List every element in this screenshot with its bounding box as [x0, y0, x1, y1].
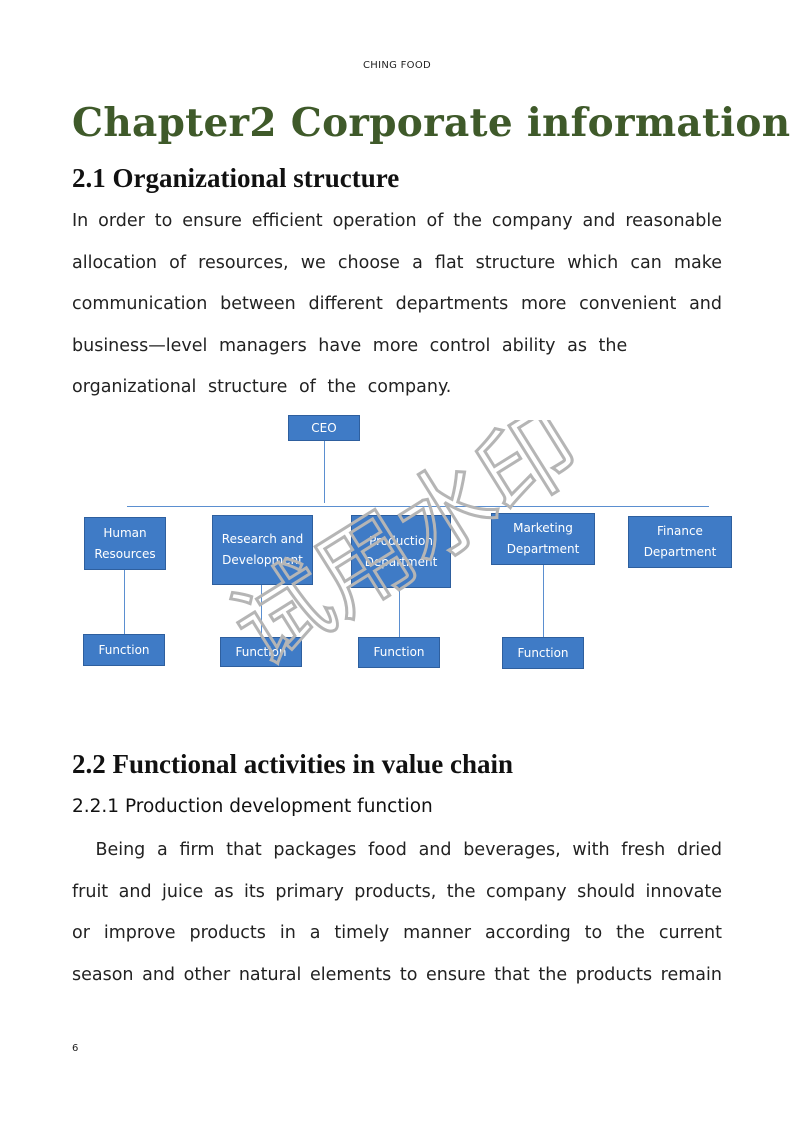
running-header: CHING FOOD [362, 60, 432, 71]
horizontal-connector [127, 506, 709, 507]
subsection-heading-2-2-1: 2.2.1 Production development function [72, 796, 433, 817]
org-box-label: Finance [657, 524, 703, 538]
org-box-ceo: CEO [288, 415, 360, 441]
org-box-production-department: Production Department [351, 515, 451, 588]
connector-line [543, 565, 544, 637]
section-heading-2-2: 2.2 Functional activities in value chain [72, 749, 514, 779]
section-heading-2-1: 2.1 Organizational structure [72, 163, 400, 193]
org-box-label: Department [364, 554, 438, 569]
org-box-research-development: Research and Development [212, 515, 313, 585]
paragraph-line: organizational structure of the company. [72, 377, 452, 397]
org-box-function: Function [83, 634, 165, 666]
paragraph-line: fruit and juice as its primary products,… [72, 881, 722, 902]
org-box-label: Function [98, 642, 150, 657]
paragraph-line: season and other natural elements to ens… [72, 964, 722, 985]
org-box-marketing-department: Marketing Department [491, 513, 595, 565]
paragraph-line: Being a firm that packages food and beve… [72, 840, 722, 860]
connector-line [324, 441, 325, 503]
paragraph-organizational-structure: In order to ensure efficient operation o… [72, 201, 722, 409]
org-box-label: Human [103, 525, 147, 540]
connector-line [124, 570, 125, 634]
paragraph-line: communication between different departme… [72, 294, 722, 314]
org-box-label: Development [222, 553, 303, 567]
connector-line [261, 585, 262, 637]
org-box-function: Function [220, 637, 302, 667]
org-box-label: Function [235, 644, 287, 659]
org-box-label: Function [373, 645, 425, 659]
org-box-label: Department [506, 542, 580, 556]
org-box-function: Function [502, 637, 584, 669]
paragraph-line: business—level managers have more contro… [72, 335, 628, 356]
org-box-label: Research and [221, 532, 304, 546]
org-box-function: Function [358, 637, 440, 668]
org-box-label: CEO [311, 420, 337, 435]
page-number: 6 [72, 1043, 79, 1054]
org-box-label: Production [369, 533, 433, 548]
paragraph-line: or improve products in a timely manner a… [72, 923, 722, 943]
org-box-label: Marketing [513, 521, 573, 535]
paragraph-production-development: Being a firm that packages food and beve… [72, 830, 722, 996]
org-box-human-resources: Human Resources [84, 517, 166, 570]
org-box-label: Function [517, 645, 569, 660]
org-box-finance-department: Finance Department [628, 516, 732, 568]
chapter-title: Chapter2 Corporate information [72, 100, 791, 146]
connector-line [399, 588, 400, 637]
org-box-label: Department [643, 545, 717, 559]
paragraph-line: allocation of resources, we choose a fla… [72, 252, 722, 273]
org-box-label: Resources [94, 546, 156, 561]
paragraph-line: In order to ensure efficient operation o… [72, 211, 722, 231]
